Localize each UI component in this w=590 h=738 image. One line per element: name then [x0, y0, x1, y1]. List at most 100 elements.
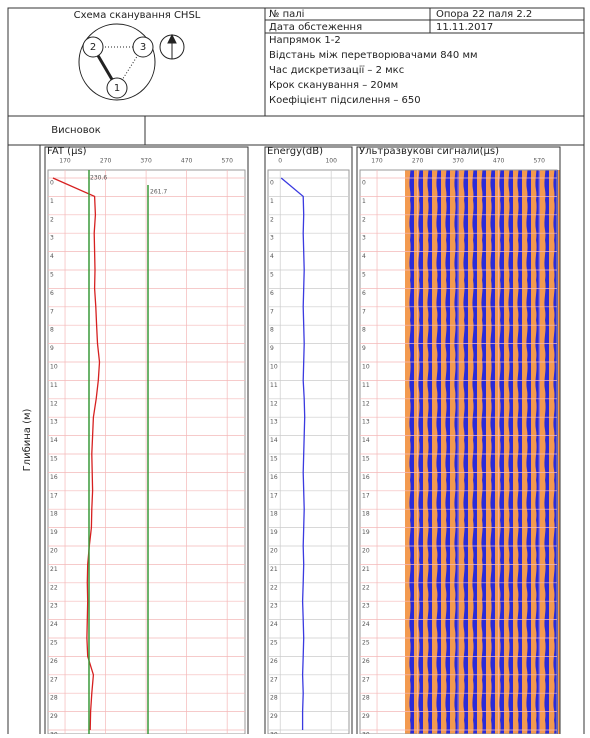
depth-label: 18: [362, 511, 370, 518]
depth-label: 0: [362, 180, 366, 187]
depth-label: 14: [270, 437, 278, 444]
param-line: Відстань між перетворювачами 840 мм: [269, 49, 478, 61]
depth-label: 25: [362, 640, 370, 647]
x-tick-label: 370: [452, 158, 464, 165]
depth-label: 23: [362, 603, 370, 610]
x-tick-label: 570: [221, 158, 233, 165]
x-tick-label: 270: [412, 158, 424, 165]
depth-label: 12: [50, 400, 58, 407]
depth-label: 19: [270, 529, 278, 536]
depth-label: 5: [50, 272, 54, 279]
depth-label: 7: [50, 308, 54, 315]
depth-label: 29: [50, 713, 58, 720]
date-label: Дата обстеження: [269, 22, 362, 33]
depth-label: 12: [362, 400, 370, 407]
depth-label: 3: [50, 235, 54, 242]
depth-label: 12: [270, 400, 278, 407]
depth-label: 25: [50, 640, 58, 647]
depth-label: 29: [362, 713, 370, 720]
annotation: 261.7: [150, 189, 167, 196]
pile-value: Опора 22 паля 2.2: [436, 9, 532, 20]
depth-label: 21: [50, 566, 58, 573]
depth-label: 1: [50, 198, 54, 205]
depth-label: 10: [362, 364, 370, 371]
depth-label: 16: [270, 474, 278, 481]
depth-label: 5: [362, 272, 366, 279]
depth-label: 6: [270, 290, 274, 297]
param-line: Коефіцієнт підсилення – 650: [269, 94, 421, 106]
panel-title: Ультразвукові сигнали(µs): [359, 145, 499, 157]
depth-label: 11: [362, 382, 370, 389]
depth-label: 14: [50, 437, 58, 444]
depth-label: 19: [50, 529, 58, 536]
depth-label: 6: [50, 290, 54, 297]
depth-label: 19: [362, 529, 370, 536]
depth-label: 27: [270, 676, 278, 683]
depth-label: 29: [270, 713, 278, 720]
depth-label: 24: [270, 621, 278, 628]
depth-label: 3: [270, 235, 274, 242]
depth-label: 2: [362, 216, 366, 223]
depth-label: 27: [362, 676, 370, 683]
depth-label: 6: [362, 290, 366, 297]
depth-label: 21: [270, 566, 278, 573]
depth-label: 18: [270, 511, 278, 518]
param-line: Крок сканування – 20мм: [269, 80, 398, 91]
depth-label: 21: [362, 566, 370, 573]
depth-label: 26: [362, 658, 370, 665]
depth-label: 9: [270, 345, 274, 352]
depth-label: 0: [50, 180, 54, 187]
depth-label: 2: [50, 216, 54, 223]
depth-label: 15: [362, 456, 370, 463]
pile-label: № палі: [269, 8, 304, 20]
depth-label: 15: [270, 456, 278, 463]
node-label: 3: [140, 42, 146, 53]
depth-label: 17: [50, 492, 58, 499]
depth-label: 28: [50, 695, 58, 702]
x-tick-label: 470: [493, 158, 505, 165]
depth-label: 10: [50, 364, 58, 371]
depth-label: 28: [362, 695, 370, 702]
x-tick-label: 270: [100, 158, 112, 165]
depth-label: 11: [50, 382, 58, 389]
node-label: 1: [114, 83, 120, 94]
depth-label: 24: [50, 621, 58, 628]
node-label: 2: [90, 42, 96, 53]
depth-label: 17: [270, 492, 278, 499]
depth-label: 22: [270, 584, 278, 591]
panel-frame: [265, 147, 352, 734]
depth-label: 13: [362, 419, 370, 426]
depth-label: 18: [50, 511, 58, 518]
x-tick-label: 570: [533, 158, 545, 165]
depth-label: 3: [362, 235, 366, 242]
depth-label: 22: [50, 584, 58, 591]
x-tick-label: 0: [278, 158, 282, 165]
x-tick-label: 170: [59, 158, 71, 165]
scheme-title: Схема сканування CHSL: [74, 10, 201, 21]
depth-label: 26: [50, 658, 58, 665]
depth-label: 24: [362, 621, 370, 628]
depth-label: 10: [270, 364, 278, 371]
depth-label: 16: [50, 474, 58, 481]
depth-label: 17: [362, 492, 370, 499]
depth-label: 20: [50, 548, 58, 555]
signal-image: [405, 170, 560, 734]
depth-label: 8: [362, 327, 366, 334]
depth-axis-label: Глибина (м): [22, 408, 33, 471]
depth-label: 4: [50, 253, 54, 260]
x-tick-label: 470: [181, 158, 193, 165]
depth-label: 14: [362, 437, 370, 444]
depth-label: 8: [270, 327, 274, 334]
depth-label: 20: [270, 548, 278, 555]
depth-label: 2: [270, 216, 274, 223]
scheme-diagram: [79, 24, 184, 100]
depth-label: 5: [270, 272, 274, 279]
depth-label: 16: [362, 474, 370, 481]
param-line: Напрямок 1-2: [269, 35, 341, 46]
plot-frame: [48, 170, 245, 734]
page: Схема сканування CHSL 1 2 3 № палі Опора…: [0, 0, 590, 734]
depth-label: 25: [270, 640, 278, 647]
depth-label: 13: [270, 419, 278, 426]
depth-label: 7: [362, 308, 366, 315]
param-line: Час дискретизації – 2 мкс: [269, 64, 404, 76]
